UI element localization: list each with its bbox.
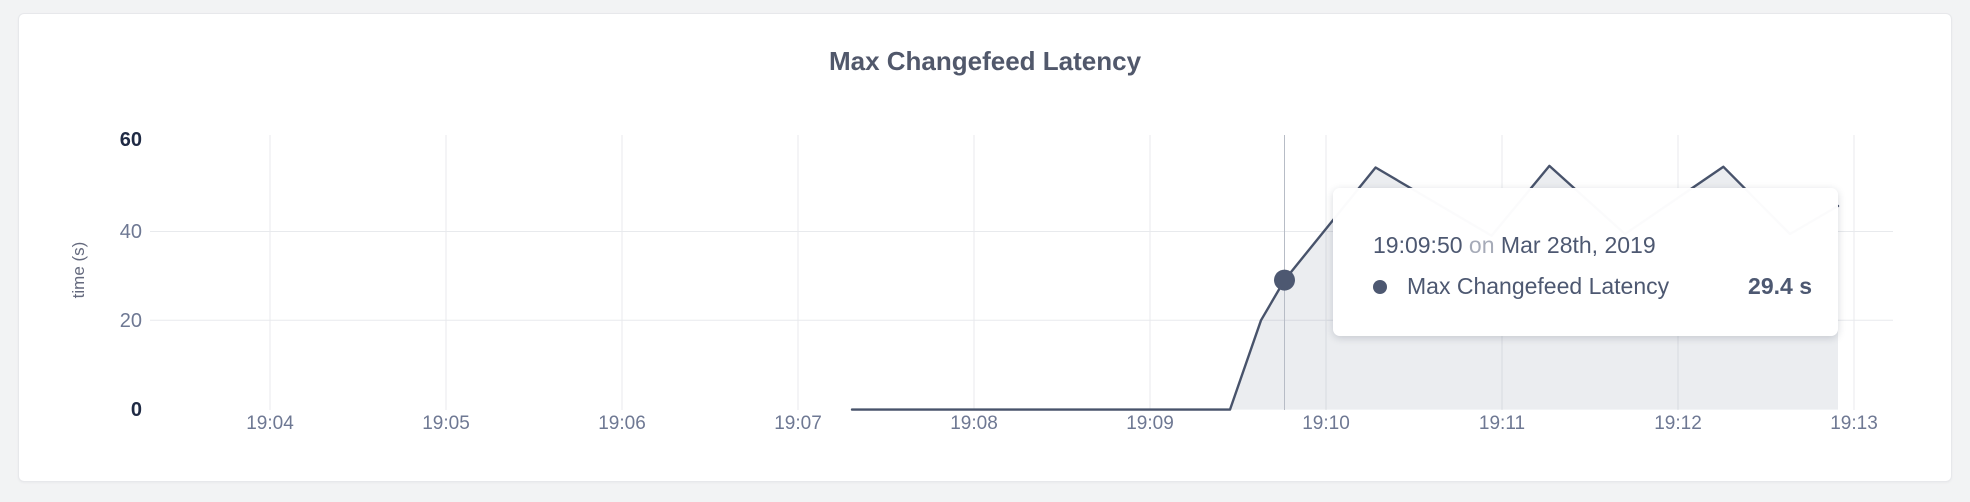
svg-text:19:08: 19:08 [950, 413, 998, 434]
svg-text:19:12: 19:12 [1654, 413, 1702, 434]
svg-text:0: 0 [131, 399, 142, 421]
svg-text:time (s): time (s) [69, 242, 88, 299]
svg-text:19:09: 19:09 [1126, 413, 1174, 434]
svg-text:19:05: 19:05 [422, 413, 470, 434]
svg-text:19:06: 19:06 [598, 413, 646, 434]
svg-text:19:04: 19:04 [246, 413, 294, 434]
svg-text:19:07: 19:07 [774, 413, 822, 434]
svg-text:19:10: 19:10 [1302, 413, 1350, 434]
svg-text:60: 60 [120, 129, 142, 151]
svg-text:19:13: 19:13 [1830, 413, 1878, 434]
svg-text:19:11: 19:11 [1479, 413, 1525, 434]
svg-text:40: 40 [120, 221, 142, 243]
svg-text:20: 20 [120, 310, 142, 332]
